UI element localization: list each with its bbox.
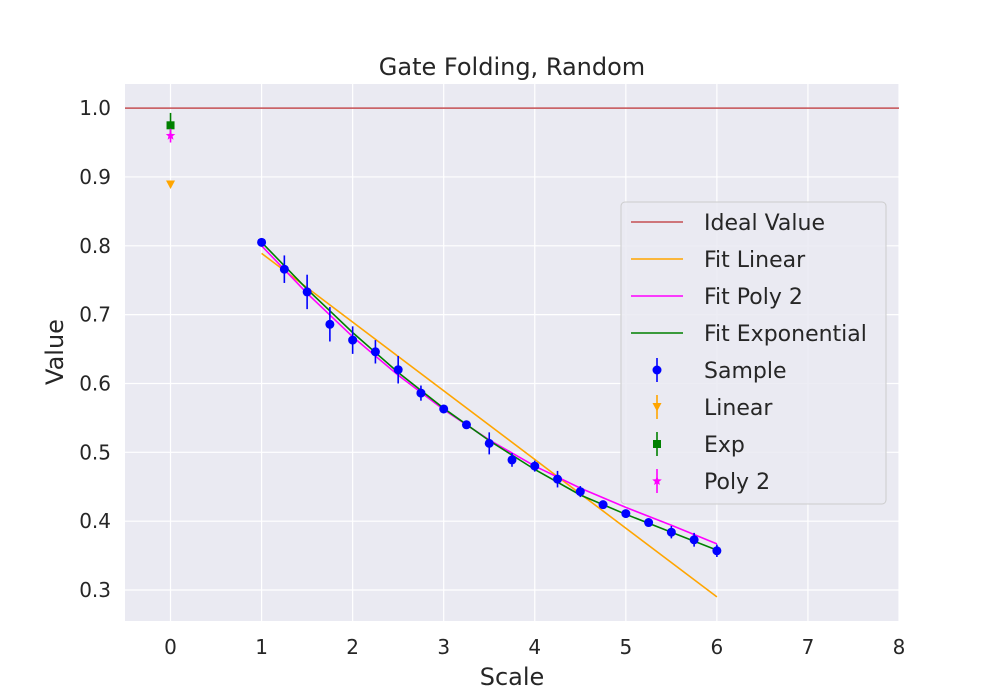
y-tick-label: 1.0 — [79, 96, 111, 120]
legend-sample-swatch — [652, 365, 662, 375]
sample-point — [666, 527, 676, 537]
sample-point — [257, 237, 267, 247]
legend-fit-poly2-label: Fit Poly 2 — [704, 285, 803, 310]
sample-point — [598, 500, 608, 510]
y-tick-label: 0.9 — [79, 165, 111, 189]
legend-exp-swatch — [653, 440, 661, 448]
legend-box — [620, 201, 887, 505]
legend-linear-swatch — [652, 403, 662, 412]
sample-point — [416, 388, 426, 398]
sample-point — [644, 518, 654, 528]
sample-point — [507, 455, 517, 465]
legend-fit-exponential-label: Fit Exponential — [704, 322, 867, 347]
legend: Ideal Value Fit Linear Fit Poly 2 Fit Expon… — [620, 201, 887, 505]
sample-point — [553, 474, 563, 484]
x-tick-label: 2 — [346, 635, 359, 659]
x-tick-label: 1 — [255, 635, 268, 659]
x-tick-label: 5 — [619, 635, 632, 659]
x-axis-label: Scale — [480, 663, 545, 691]
sample-point — [484, 438, 494, 448]
sample-point — [461, 420, 471, 430]
legend-ideal-value-label: Ideal Value — [704, 211, 825, 236]
x-tick-label: 8 — [893, 635, 906, 659]
poly2-extrapolation-point — [165, 130, 176, 140]
x-tick-label: 0 — [164, 635, 177, 659]
sample-point — [439, 404, 449, 414]
sample-point — [279, 264, 289, 274]
linear-extrapolation-point — [166, 180, 176, 190]
x-tick-label: 6 — [711, 635, 724, 659]
fit-linear-line — [261, 252, 718, 598]
x-tick-label: 4 — [528, 635, 541, 659]
legend-linear-label: Linear — [704, 396, 773, 421]
y-tick-label: 0.5 — [79, 440, 111, 464]
legend-poly2-label: Poly 2 — [704, 470, 770, 495]
sample-point — [575, 487, 585, 497]
sample-point — [370, 347, 380, 357]
sample-point — [325, 319, 335, 329]
y-tick-label: 0.4 — [79, 509, 111, 533]
sample-point — [302, 287, 312, 297]
legend-fit-linear-label: Fit Linear — [704, 248, 806, 273]
legend-sample-label: Sample — [704, 359, 787, 384]
exp-extrapolation-point — [166, 121, 175, 130]
sample-point — [348, 335, 358, 345]
y-tick-label: 0.3 — [79, 578, 111, 602]
y-tick-label: 0.8 — [79, 234, 111, 258]
y-tick-label: 0.7 — [79, 303, 111, 327]
x-tick-label: 7 — [802, 635, 815, 659]
sample-point — [621, 509, 631, 519]
sample-point — [393, 365, 403, 375]
series-layer — [125, 107, 899, 598]
legend-poly2-swatch — [652, 476, 662, 485]
sample-point — [712, 546, 722, 556]
sample-point — [689, 535, 699, 545]
x-tick-label: 3 — [437, 635, 450, 659]
y-tick-label: 0.6 — [79, 371, 111, 395]
legend-exp-label: Exp — [704, 433, 745, 458]
chart-title: Gate Folding, Random — [379, 53, 645, 81]
y-axis-label: Value — [41, 319, 69, 385]
sample-point — [530, 461, 540, 471]
tick-labels: 0 1 2 3 4 5 6 7 8 0.3 0.4 0.5 0.6 0.7 0.8 0.9 1.0 — [79, 96, 905, 659]
